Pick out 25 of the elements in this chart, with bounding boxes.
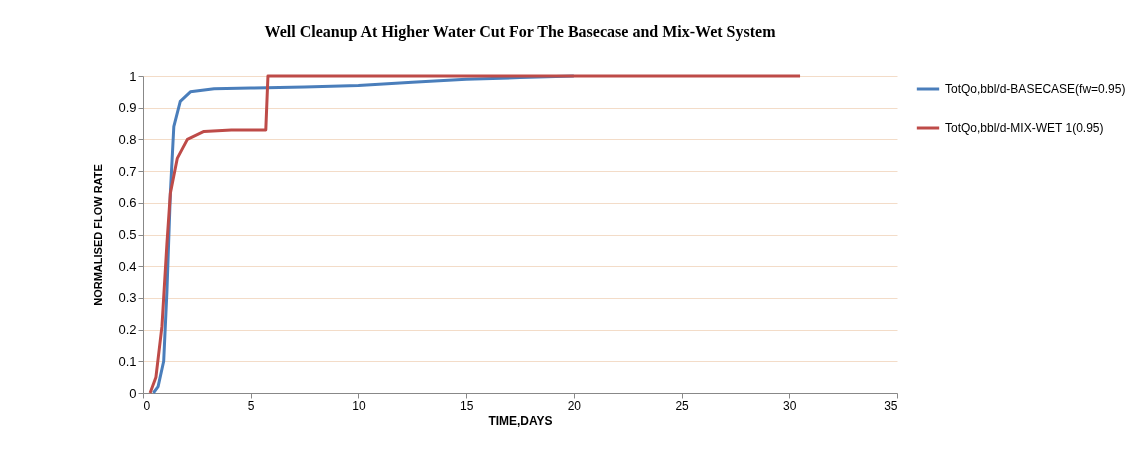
x-axis-title: TIME,DAYS: [488, 413, 553, 428]
y-tick-label: 0.7: [118, 163, 137, 179]
line-series: [148, 74, 802, 395]
y-tick-label: 1: [129, 68, 137, 84]
x-tick-label: 35: [884, 398, 898, 413]
y-tick-label: 0.6: [118, 195, 137, 211]
y-tick-label: 0.8: [118, 131, 137, 147]
y-tick-label: 0.4: [118, 258, 137, 274]
y-tick-label: 0: [129, 385, 137, 401]
legend-label: TotQo,bbl/d-BASECASE(fw=0.95): [945, 82, 1126, 96]
x-tick-label: 15: [459, 398, 474, 413]
y-tick-label: 0.5: [118, 227, 137, 242]
chart-title: Well Cleanup At Higher Water Cut For The Basecase and Mix-Wet System: [264, 23, 777, 41]
x-tick-label: 30: [783, 398, 797, 413]
x-tick-label: 20: [567, 398, 582, 413]
y-tick-label: 0.9: [118, 100, 137, 116]
x-tick-label: 25: [675, 398, 690, 413]
x-tick-label: 5: [247, 398, 255, 413]
y-tick-label: 0.1: [118, 353, 137, 369]
x-tick-label: 0: [143, 398, 151, 413]
y-tick-label: 0.2: [118, 322, 137, 338]
legend-label: TotQo,bbl/d-MIX-WET 1(0.95): [945, 121, 1104, 135]
y-axis-title: NORMALISED FLOW RATE: [92, 164, 105, 306]
x-tick-label: 10: [352, 398, 366, 413]
y-tick-label: 0.3: [118, 290, 137, 306]
